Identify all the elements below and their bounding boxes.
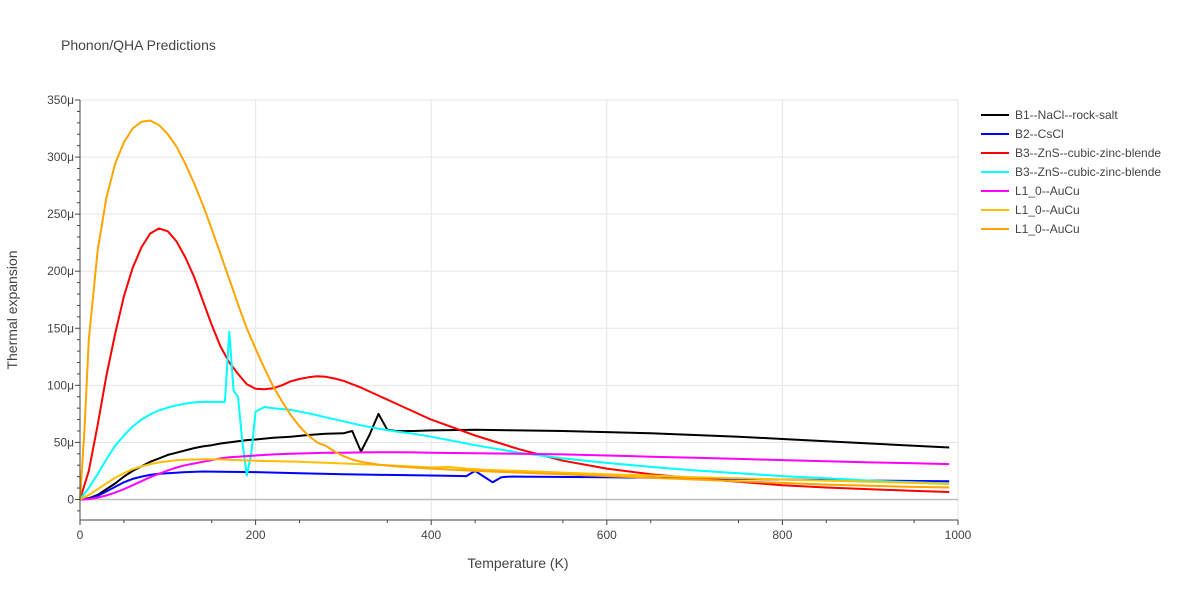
legend-label: B3--ZnS--cubic-zinc-blende: [1015, 146, 1161, 160]
series-line-5[interactable]: [79, 451, 950, 501]
y-tick-label: 150μ: [47, 321, 74, 335]
chart-title: Phonon/QHA Predictions: [61, 37, 216, 53]
x-axis-title: Temperature (K): [467, 555, 568, 571]
legend-label: L1_0--AuCu: [1015, 222, 1080, 236]
y-tick-label: 350μ: [47, 93, 74, 107]
legend-item-7[interactable]: L1_0--AuCu: [981, 222, 1080, 236]
y-axis: 0 50μ 100μ 150μ 200μ 250μ 300μ 350μ: [47, 93, 81, 520]
y-tick-label: 250μ: [47, 207, 74, 221]
legend: B1--NaCl--rock-salt B2--CsCl B3--ZnS--cubi…: [981, 108, 1161, 236]
x-axis: 0 200 400 600 800 1000: [77, 519, 972, 542]
grid: [80, 99, 959, 520]
x-tick-label: 600: [597, 528, 617, 542]
legend-item-3[interactable]: B3--ZnS--cubic-zinc-blende: [981, 146, 1161, 160]
series-line-7[interactable]: [79, 119, 950, 500]
y-tick-label: 200μ: [47, 264, 74, 278]
plot-area[interactable]: [79, 119, 950, 501]
series-line-4[interactable]: [79, 330, 950, 501]
y-tick-label: 0: [67, 492, 74, 506]
legend-label: L1_0--AuCu: [1015, 203, 1080, 217]
series-line-3[interactable]: [79, 227, 950, 500]
legend-label: L1_0--AuCu: [1015, 184, 1080, 198]
x-tick-label: 200: [246, 528, 266, 542]
series-line-6[interactable]: [79, 458, 950, 501]
legend-item-5[interactable]: L1_0--AuCu: [981, 184, 1080, 198]
series-line-2[interactable]: [79, 469, 950, 501]
x-tick-label: 0: [77, 528, 84, 542]
x-tick-label: 800: [772, 528, 792, 542]
series-line-1[interactable]: [79, 412, 950, 501]
y-tick-label: 300μ: [47, 150, 74, 164]
legend-item-2[interactable]: B2--CsCl: [981, 127, 1064, 141]
legend-label: B3--ZnS--cubic-zinc-blende: [1015, 165, 1161, 179]
legend-label: B1--NaCl--rock-salt: [1015, 108, 1118, 122]
x-tick-label: 400: [421, 528, 441, 542]
x-tick-label: 1000: [945, 528, 972, 542]
y-axis-title: Thermal expansion: [4, 250, 20, 369]
y-tick-label: 100μ: [47, 378, 74, 392]
y-tick-label: 50μ: [54, 435, 74, 449]
legend-item-6[interactable]: L1_0--AuCu: [981, 203, 1080, 217]
legend-item-1[interactable]: B1--NaCl--rock-salt: [981, 108, 1118, 122]
legend-item-4[interactable]: B3--ZnS--cubic-zinc-blende: [981, 165, 1161, 179]
legend-label: B2--CsCl: [1015, 127, 1064, 141]
